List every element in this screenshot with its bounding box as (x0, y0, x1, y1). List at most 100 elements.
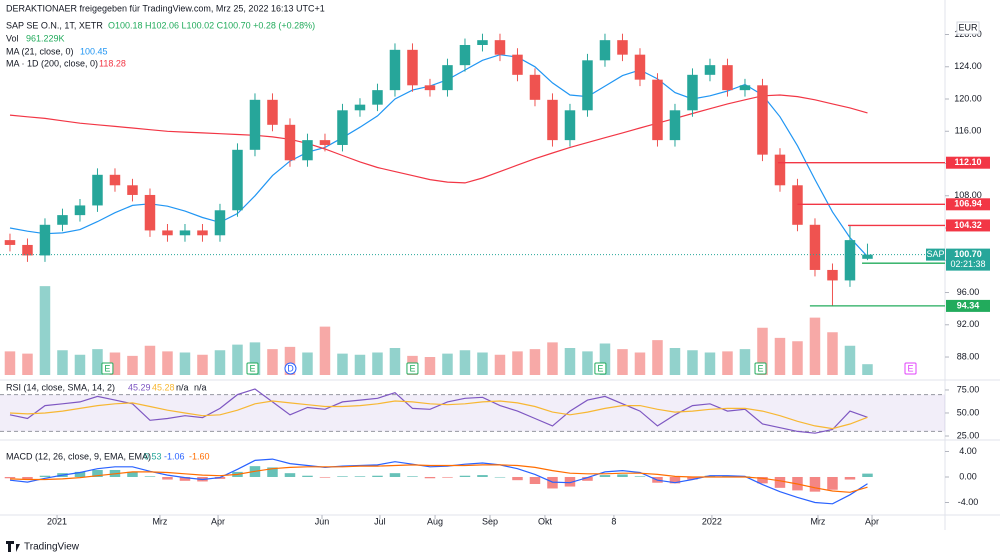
y-tick-label: 124.00 (954, 61, 982, 71)
macd-histogram-bar (179, 476, 191, 481)
macd-signal-value: -1.60 (189, 451, 210, 461)
candle-body (687, 74, 698, 111)
volume-bar (197, 354, 208, 375)
volume-bar (564, 348, 576, 375)
macd-histogram-bar (459, 475, 471, 477)
event-label: E (104, 363, 110, 373)
x-tick-label: Aug (427, 516, 443, 526)
candle-body (407, 49, 418, 86)
volume-bar (302, 352, 313, 375)
candle-body (564, 110, 576, 141)
candle-body (669, 110, 681, 141)
x-tick-label: Jul (374, 516, 386, 526)
ma200-legend: MA · 1D (200, close, 0) (6, 58, 98, 68)
volume-bar (144, 345, 156, 375)
candle-body (827, 269, 838, 281)
candle-body (267, 99, 278, 125)
volume-bar (424, 357, 436, 375)
volume-bar (529, 349, 541, 375)
event-label: E (758, 363, 764, 373)
macd-histogram-bar (127, 471, 138, 477)
brand: TradingView (24, 542, 80, 553)
macd-value: -1.06 (164, 451, 185, 461)
macd-histogram-bar (827, 476, 838, 490)
rsi-tick-label: 50.00 (957, 407, 980, 417)
macd-histogram-bar (757, 476, 768, 484)
macd-histogram-bar (92, 469, 103, 477)
volume-bar (477, 352, 488, 375)
x-tick-label: 8 (611, 516, 616, 526)
macd-histogram-bar (774, 476, 786, 488)
volume-bar (22, 353, 33, 375)
rsi-line (9, 388, 868, 434)
macd-histogram-bar (582, 476, 593, 481)
macd-histogram-bar (372, 475, 383, 477)
x-tick-label: Apr (211, 516, 225, 526)
rsi-na: n/a (176, 382, 189, 392)
y-tick-label: 108.00 (954, 190, 982, 200)
candle-body (57, 215, 68, 225)
macd-histogram-bar (144, 476, 156, 477)
macd-histogram-bar (634, 476, 646, 477)
volume-bar (39, 286, 51, 375)
rsi-value: 45.29 (128, 382, 151, 392)
event-marker (406, 362, 419, 375)
candle-body (337, 110, 348, 145)
rsi-line (9, 400, 868, 430)
candle-body (92, 174, 103, 206)
candle-body (809, 224, 821, 270)
macd-histogram-bar (319, 476, 331, 478)
volume-bar (862, 364, 873, 375)
y-tick-label: 88.00 (957, 351, 980, 361)
candle-body (22, 244, 33, 256)
macd-histogram-bar (529, 476, 541, 485)
currency: EUR (958, 22, 978, 32)
volume-bar (179, 352, 191, 375)
candle-body (144, 194, 156, 231)
candle-body (459, 44, 471, 66)
candle-body (582, 60, 593, 111)
volume-bar (57, 350, 68, 375)
rsi-band (0, 394, 945, 432)
volume-value: 961.229K (26, 33, 65, 43)
event-label: E (597, 363, 603, 373)
event-label: E (907, 363, 913, 373)
macd-histogram-bar (547, 476, 558, 489)
volume-bar (319, 326, 331, 375)
event-marker (904, 362, 917, 375)
candle-body (792, 185, 803, 225)
x-tick-label: Mrz (152, 516, 167, 526)
volume-bar (109, 352, 121, 375)
macd-histogram-bar (162, 476, 173, 480)
y-tick-label: 120.00 (954, 93, 982, 103)
event-label: E (249, 363, 255, 373)
candle-body (372, 90, 383, 105)
candle-body (109, 174, 121, 186)
candle-body (774, 154, 786, 186)
volume-bar (127, 355, 138, 375)
candle-body (354, 104, 366, 111)
candle-body (4, 240, 16, 245)
macd-line (9, 464, 868, 493)
candle-body (389, 49, 401, 91)
macd-histogram-bar (844, 476, 856, 480)
candle-body (477, 40, 488, 45)
macd-tick-label: 4.00 (959, 446, 977, 456)
candle-body (757, 85, 768, 155)
ma21-legend: MA (21, close, 0) (6, 46, 74, 56)
x-tick-label: 2022 (702, 516, 722, 526)
candle-body (284, 124, 296, 161)
candle-body (179, 230, 191, 236)
macd-histogram-bar (302, 475, 313, 477)
candle-body (722, 65, 733, 91)
volume-bar (634, 352, 646, 375)
volume-bar (669, 348, 681, 375)
volume-bar (599, 343, 611, 375)
volume-bar (844, 345, 856, 375)
rsi-tick-label: 25.00 (957, 430, 980, 440)
level-label: 104.32 (954, 220, 982, 230)
x-tick-label: 2021 (47, 516, 67, 526)
x-tick-label: Mrz (810, 516, 825, 526)
plot-layer: 88.0092.0096.00100.00104.00108.00112.001… (0, 29, 990, 526)
candle-body (599, 40, 611, 61)
